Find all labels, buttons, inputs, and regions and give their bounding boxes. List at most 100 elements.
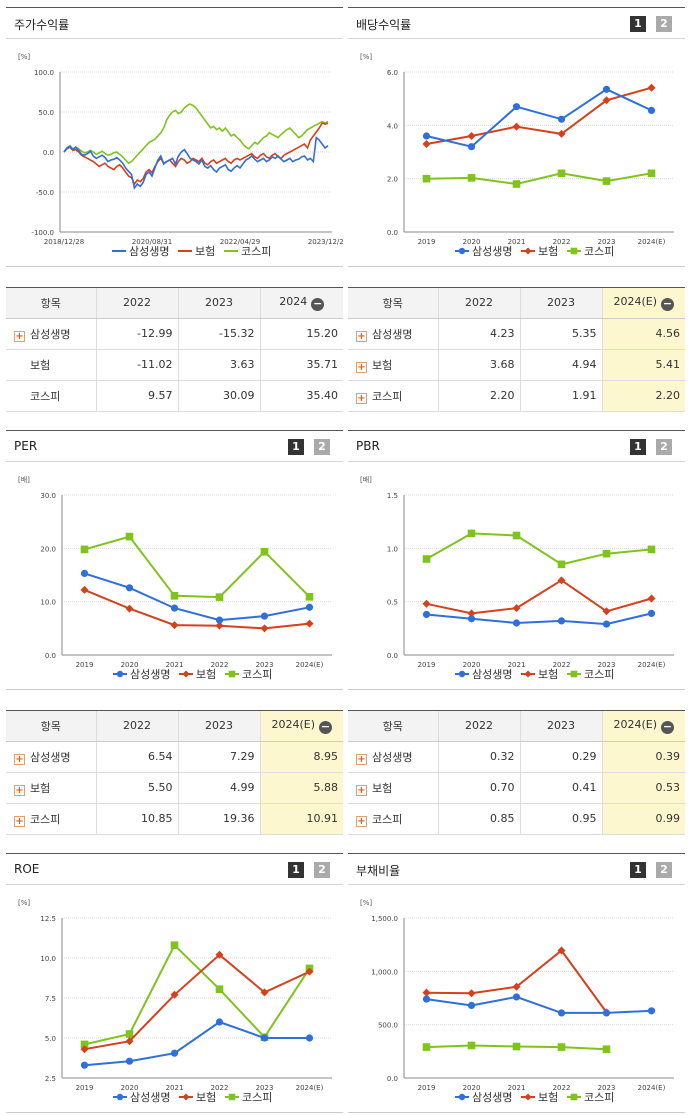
legend-marker (458, 1093, 466, 1101)
table-row: 보험 -11.02 3.63 35.71 (6, 349, 343, 381)
page-2-button[interactable]: 2 (314, 862, 330, 878)
data-point (512, 531, 521, 540)
x-tick-label: 2020 (121, 661, 139, 669)
table-cell: 9.57 (95, 380, 178, 412)
x-tick-label: 2021 (166, 661, 184, 669)
page-1-button[interactable]: 1 (630, 862, 646, 878)
y-tick-label: 30.0 (40, 492, 56, 500)
table-cell: 10.91 (259, 803, 343, 835)
data-point (170, 1049, 179, 1057)
plus-icon[interactable]: + (356, 330, 367, 342)
data-point (260, 612, 269, 620)
plus-icon[interactable]: + (356, 753, 367, 765)
table-row: + 코스피 2.20 1.91 2.20 (348, 380, 685, 412)
row-label-text: 삼성생명 (30, 327, 71, 341)
minus-icon[interactable]: − (661, 296, 675, 311)
plus-icon[interactable]: + (14, 815, 25, 827)
plus-icon[interactable]: + (14, 753, 25, 765)
header-year-current: 2024(E) − (601, 711, 685, 742)
legend-label: 코스피 (242, 668, 272, 681)
series-line-samsung (63, 136, 329, 190)
data-point (422, 610, 431, 619)
panel-divider (348, 266, 685, 267)
table-cell: 10.85 (95, 803, 178, 835)
page-1-button[interactable]: 1 (630, 16, 646, 32)
page-2-button[interactable]: 2 (314, 439, 330, 455)
y-tick-label: 0.5 (387, 599, 398, 607)
page-1-button[interactable]: 1 (288, 862, 304, 878)
data-point (215, 621, 224, 630)
data-point (647, 169, 656, 178)
data-point (647, 106, 656, 114)
legend-label: 삼성생명 (130, 1091, 170, 1104)
data-point (512, 982, 521, 991)
x-tick-label: 2020 (463, 1084, 481, 1092)
table-row: + 코스피 10.85 19.36 10.91 (6, 803, 343, 835)
data-point (512, 180, 521, 188)
data-point (125, 532, 134, 541)
plus-icon[interactable]: + (356, 392, 367, 404)
data-point (215, 950, 224, 959)
series-line-kospi (426, 532, 652, 566)
row-label: + 코스피 (348, 803, 438, 835)
panel-per: PER 1 2 [배] 30.0 20.0 10.0 0.0 2019 2020 2021 20… (6, 430, 343, 690)
plus-icon[interactable]: + (14, 784, 25, 796)
header-year: 2023 (519, 288, 602, 319)
x-tick-label: 2022/04/29 (220, 238, 260, 246)
page-1-button[interactable]: 1 (288, 439, 304, 455)
y-tick-label: 2.0 (387, 176, 398, 184)
row-label: + 삼성생명 (6, 318, 96, 350)
x-tick-label: 2020/08/31 (132, 238, 172, 246)
plus-icon[interactable]: + (356, 815, 367, 827)
panel-title: 주가수익률 (14, 18, 70, 32)
legend-label: 코스피 (584, 668, 614, 681)
minus-icon[interactable]: − (311, 296, 325, 311)
legend-label: 보험 (538, 245, 558, 258)
page-2-button[interactable]: 2 (656, 439, 672, 455)
header-year-current: 2024− (259, 288, 343, 319)
data-point (215, 985, 224, 993)
x-tick-label: 2024(E) (296, 1084, 324, 1092)
table-cell: 4.99 (177, 772, 260, 804)
table-cell: 0.39 (601, 741, 685, 773)
per-table: 항목 2022 2023 2024(E) − + 삼성생명 6.54 7.29 8.… (6, 710, 343, 835)
data-point (80, 569, 89, 577)
data-point (557, 946, 566, 955)
legend-label: 삼성생명 (130, 668, 170, 681)
panel-header: 주가수익률 (6, 7, 343, 39)
table-cell: 4.94 (519, 349, 602, 381)
plus-icon[interactable]: + (356, 784, 367, 796)
table-row: + 삼성생명 4.23 5.35 4.56 (348, 318, 685, 350)
plus-icon[interactable]: + (356, 361, 367, 373)
page-2-button[interactable]: 2 (656, 16, 672, 32)
legend-label: 코스피 (241, 245, 271, 258)
data-point (125, 1030, 134, 1038)
table-cell: 2.20 (601, 380, 685, 412)
data-point (602, 96, 611, 105)
x-tick-label: 2018/12/28 (44, 238, 84, 246)
row-label: + 삼성생명 (348, 318, 438, 350)
stock-return-table: 항목 2022 2023 2024− + 삼성생명 -12.99 -15.32 1… (6, 287, 343, 412)
data-point (512, 1042, 521, 1051)
data-point (260, 988, 269, 997)
series-line-samsung (426, 612, 652, 626)
plus-icon[interactable]: + (14, 330, 25, 342)
x-tick-label: 2023 (598, 238, 616, 246)
page-1-button[interactable]: 1 (630, 439, 646, 455)
minus-icon[interactable]: − (319, 719, 333, 734)
data-point (260, 624, 269, 633)
data-point (422, 1043, 431, 1051)
header-item: 항목 (6, 288, 96, 319)
row-label-text: 코스피 (30, 812, 61, 826)
row-label-text: 보험 (372, 358, 393, 372)
legend-marker (524, 670, 532, 678)
legend-label: 보험 (538, 1091, 558, 1104)
data-point (125, 604, 134, 613)
y-tick-label: 12.5 (40, 915, 56, 923)
page-2-button[interactable]: 2 (656, 862, 672, 878)
header-year: 2023 (177, 711, 260, 742)
legend-marker (458, 670, 466, 678)
legend-marker (116, 1093, 124, 1101)
data-point (215, 1018, 224, 1026)
minus-icon[interactable]: − (661, 719, 675, 734)
